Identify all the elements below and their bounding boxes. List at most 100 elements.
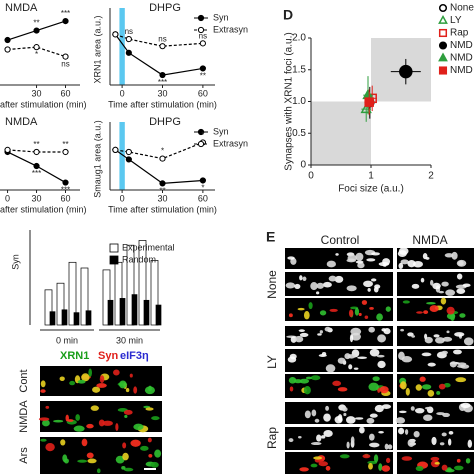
- legend-label: Syn: [213, 12, 229, 22]
- puncta: [400, 328, 405, 332]
- data-point: [159, 71, 166, 79]
- puncta: [299, 332, 309, 337]
- puncta: [324, 326, 331, 332]
- significance: **: [33, 19, 39, 28]
- puncta: [350, 436, 355, 445]
- puncta: [322, 281, 332, 288]
- puncta: [285, 282, 296, 289]
- puncta: [441, 350, 448, 355]
- puncta: [449, 361, 457, 368]
- puncta: [288, 377, 297, 384]
- puncta: [123, 409, 133, 415]
- puncta: [348, 309, 354, 318]
- puncta: [326, 260, 337, 268]
- puncta: [337, 387, 348, 392]
- puncta: [355, 252, 364, 261]
- x-tick-label: 30: [157, 88, 167, 98]
- column-label: Control: [321, 233, 360, 247]
- puncta: [325, 405, 329, 411]
- x-tick-label: 1: [368, 171, 374, 182]
- puncta: [289, 386, 294, 392]
- bar: [150, 260, 159, 326]
- bar: [126, 244, 135, 326]
- puncta: [379, 386, 389, 394]
- puncta: [371, 252, 380, 256]
- bar: [119, 298, 126, 326]
- puncta: [77, 459, 88, 463]
- puncta: [99, 375, 105, 384]
- bar: [80, 267, 89, 326]
- puncta: [130, 439, 141, 447]
- puncta: [451, 251, 458, 260]
- puncta: [426, 301, 436, 305]
- puncta: [450, 312, 455, 322]
- puncta: [346, 285, 357, 292]
- puncta: [299, 275, 303, 281]
- puncta: [407, 438, 415, 447]
- puncta: [430, 279, 434, 286]
- group-label: 30 min: [116, 335, 143, 345]
- data-point: [62, 148, 69, 156]
- puncta: [442, 412, 450, 418]
- puncta: [440, 297, 447, 305]
- significance: ***: [158, 78, 167, 87]
- row-label: Ars: [18, 447, 30, 464]
- puncta: [446, 306, 455, 315]
- data-point: [125, 148, 132, 156]
- puncta: [407, 260, 416, 268]
- data-point: [33, 44, 40, 51]
- puncta: [339, 454, 350, 459]
- data-point: [33, 148, 40, 156]
- legend-marker: [438, 52, 448, 62]
- significance: *: [201, 184, 204, 193]
- puncta: [376, 313, 383, 321]
- puncta: [40, 389, 46, 393]
- puncta: [332, 380, 342, 387]
- legend-marker: [438, 14, 448, 24]
- x-tick-label: 60: [198, 193, 208, 203]
- puncta: [294, 335, 304, 343]
- puncta: [96, 383, 107, 388]
- puncta: [442, 336, 453, 342]
- data-point: [199, 177, 206, 184]
- bar: [107, 299, 114, 326]
- puncta: [455, 377, 467, 383]
- y-tick-label: 2.0: [292, 33, 306, 44]
- puncta: [310, 463, 318, 468]
- puncta: [431, 436, 437, 446]
- bar: [61, 309, 68, 326]
- puncta: [400, 381, 407, 390]
- puncta: [415, 384, 422, 391]
- x-axis-label: after stimulation (min): [0, 99, 87, 109]
- puncta: [140, 445, 149, 451]
- puncta: [413, 430, 420, 438]
- puncta: [289, 353, 297, 360]
- x-axis-label: Foci size (a.u.): [338, 184, 404, 195]
- puncta: [420, 277, 425, 283]
- panel-label: D: [283, 7, 293, 23]
- puncta: [362, 454, 371, 459]
- puncta: [456, 273, 463, 280]
- puncta: [434, 461, 440, 465]
- puncta: [346, 441, 350, 449]
- puncta: [366, 417, 375, 424]
- puncta: [385, 306, 391, 312]
- puncta: [59, 376, 65, 382]
- puncta: [369, 306, 374, 310]
- data-point: [4, 36, 11, 44]
- significance: *: [161, 147, 164, 156]
- puncta: [325, 465, 331, 471]
- puncta: [133, 423, 144, 431]
- puncta: [345, 416, 356, 424]
- puncta: [404, 429, 409, 435]
- puncta: [416, 311, 423, 314]
- legend-label: Syn: [213, 126, 229, 136]
- puncta: [308, 302, 313, 310]
- puncta: [123, 467, 134, 472]
- data-point: [33, 162, 40, 170]
- y-tick-label: 0.5: [292, 128, 306, 139]
- legend-label: NMD: [450, 40, 473, 51]
- puncta: [310, 375, 321, 381]
- y-tick-label: 1.5: [292, 64, 306, 75]
- puncta: [459, 313, 466, 318]
